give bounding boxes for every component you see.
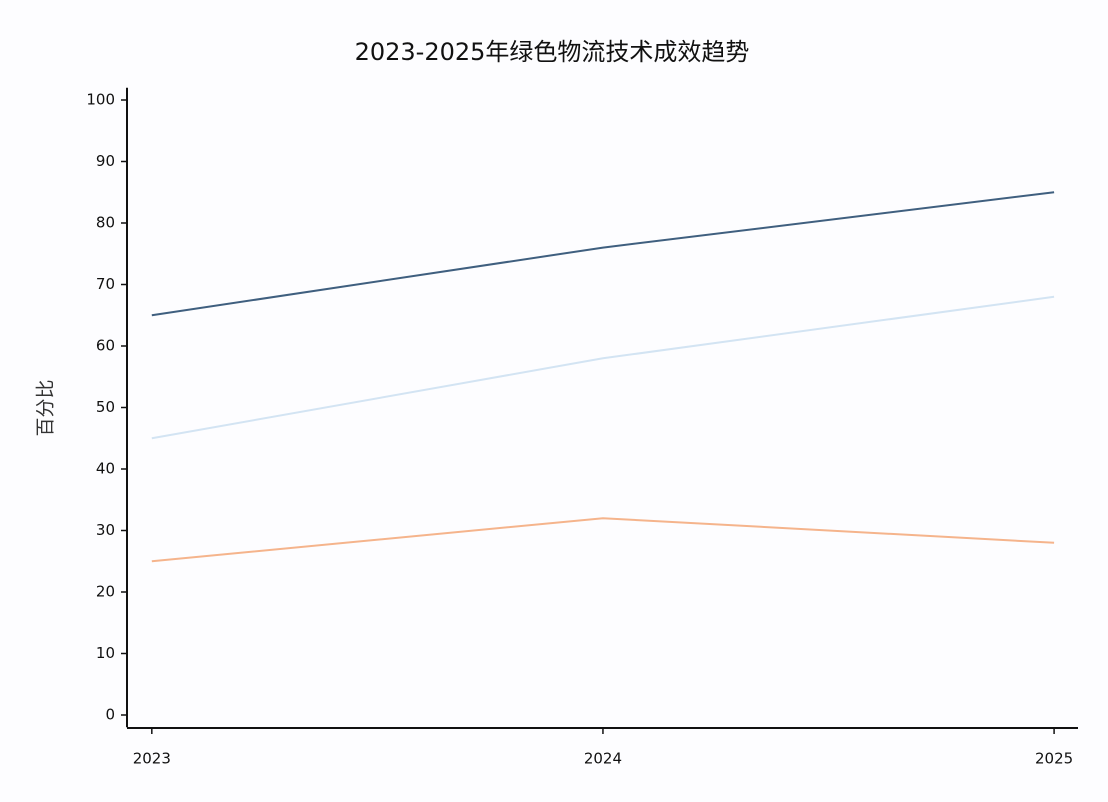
series-line [151,191,1055,317]
y-tick-label: 20 [96,583,115,601]
x-tick-label: 2025 [1035,750,1073,768]
y-tick-label: 10 [96,644,115,662]
y-tick-label: 50 [96,398,115,416]
y-tick-label: 80 [96,214,115,232]
y-tick-label: 100 [86,91,115,109]
y-tick-label: 60 [96,337,115,355]
y-tick-label: 30 [96,521,115,539]
y-tick-label: 40 [96,460,115,478]
y-tick-label: 90 [96,152,115,170]
chart-title: 2023-2025年绿色物流技术成效趋势 [355,38,750,66]
series-line [151,517,1055,563]
y-axis-label: 百分比 [35,379,57,436]
y-tick-label: 70 [96,275,115,293]
y-tick-label: 0 [105,706,115,724]
series-line [151,295,1055,440]
x-tick-label: 2023 [133,750,171,768]
x-tick-label: 2024 [584,750,622,768]
